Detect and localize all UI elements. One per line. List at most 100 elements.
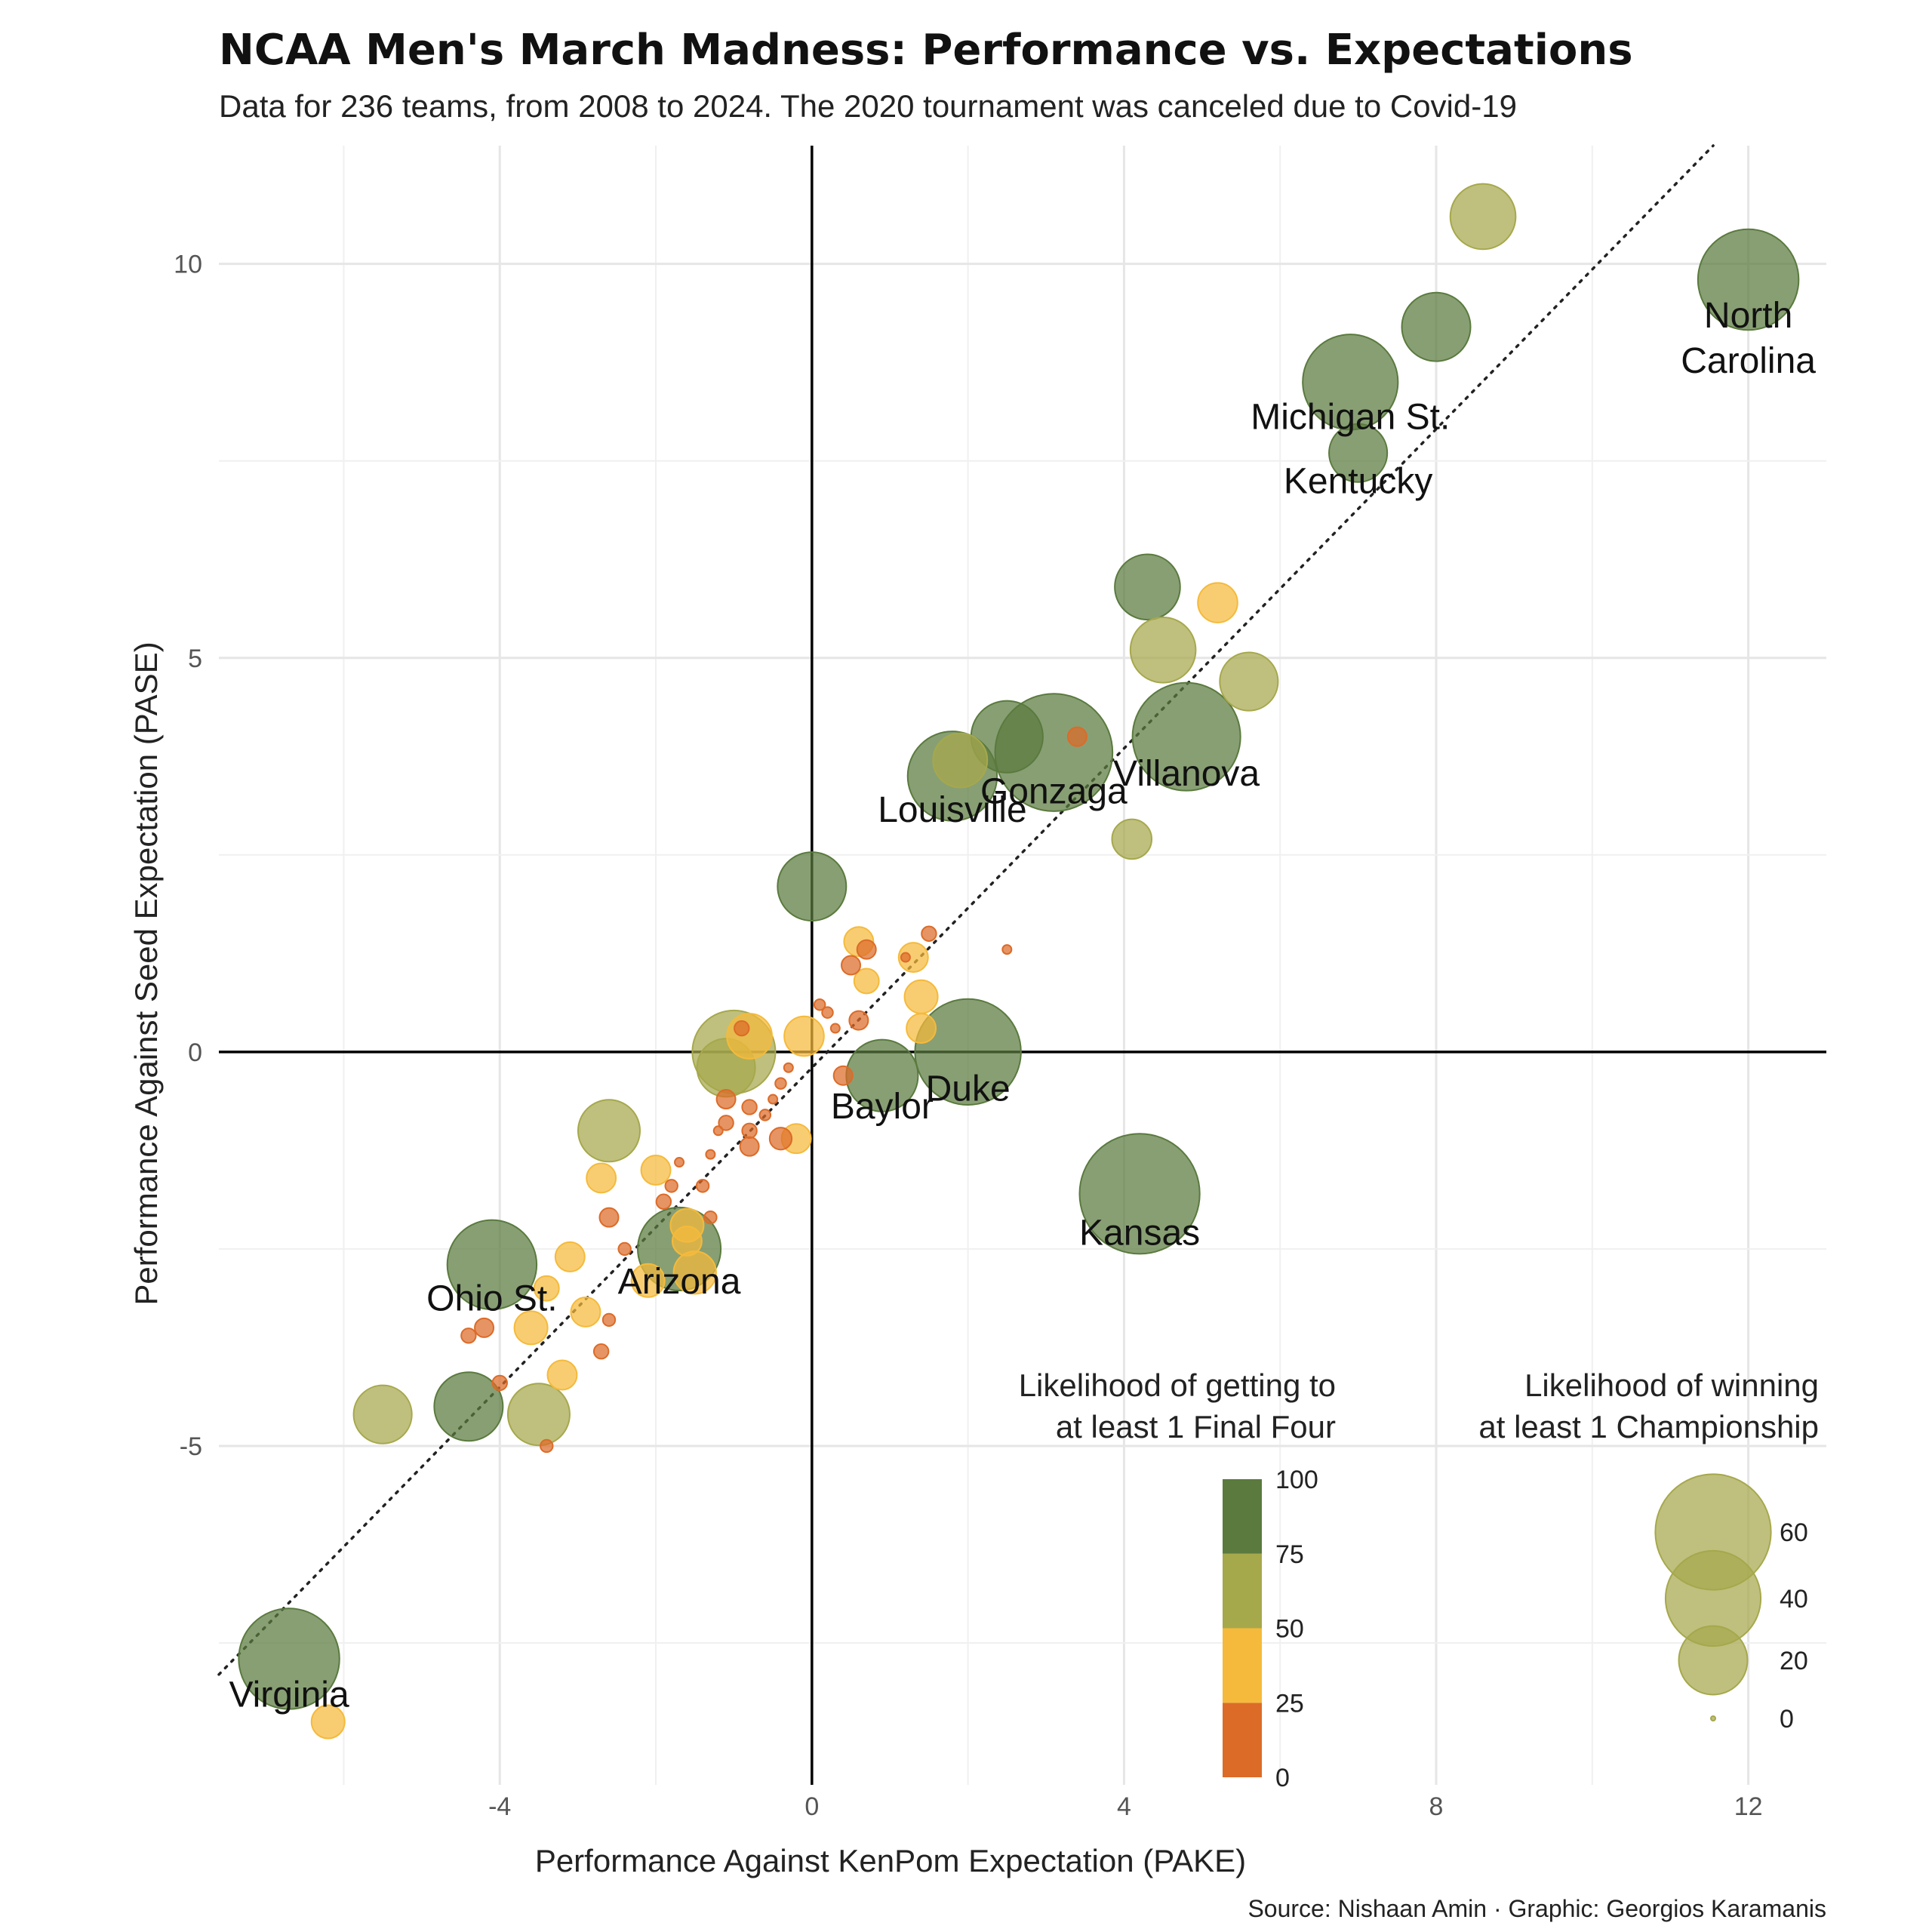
y-tick-labels: -5 0 5 10	[174, 251, 202, 1461]
chart-caption: Source: Nishaan Amin · Graphic: Georgios…	[1247, 1895, 1826, 1922]
y-axis-title: Performance Against Seed Expectation (PA…	[128, 641, 164, 1305]
grid	[219, 146, 1826, 1785]
team-point	[1197, 582, 1238, 623]
size-legend-key	[1678, 1625, 1749, 1696]
color-legend-tick-label: 75	[1275, 1540, 1304, 1569]
color-bar	[1223, 1479, 1262, 1777]
team-point	[821, 1006, 834, 1019]
size-legend-label: 60	[1780, 1518, 1808, 1547]
chart-subtitle: Data for 236 teams, from 2008 to 2024. T…	[219, 88, 1517, 124]
team-point	[914, 998, 1022, 1106]
team-point	[695, 1179, 710, 1193]
team-point	[903, 979, 939, 1014]
team-point	[856, 939, 877, 960]
team-point	[774, 1077, 787, 1090]
team-point	[900, 952, 911, 963]
data-points	[238, 183, 1800, 1740]
x-tick-label: 12	[1734, 1792, 1763, 1821]
team-point	[506, 1383, 571, 1447]
color-bar-segment	[1223, 1703, 1262, 1777]
team-point	[655, 1193, 672, 1210]
size-legend-label: 40	[1780, 1585, 1808, 1614]
team-label: Louisville	[878, 790, 1026, 830]
team-point	[433, 1371, 504, 1442]
team-point	[734, 1020, 750, 1037]
team-point	[777, 851, 848, 922]
color-legend-title-line-1: Likelihood of getting to	[1019, 1367, 1336, 1403]
y-tick-label: 0	[188, 1038, 202, 1067]
team-point	[932, 732, 989, 789]
color-bar-segment	[1223, 1553, 1262, 1629]
team-point	[1697, 228, 1800, 331]
team-point	[897, 942, 929, 974]
team-point	[592, 1343, 610, 1360]
team-point	[554, 1241, 586, 1272]
team-point	[741, 1099, 758, 1115]
team-point	[1066, 726, 1088, 747]
team-point	[533, 1275, 560, 1302]
team-point	[703, 1210, 718, 1225]
size-legend-key	[1710, 1715, 1716, 1721]
team-point	[853, 968, 880, 995]
team-point	[238, 1607, 340, 1710]
team-point	[586, 1162, 617, 1194]
team-label: Kansas	[1079, 1214, 1200, 1254]
size-legend-label: 20	[1780, 1647, 1808, 1675]
team-point	[705, 1149, 716, 1160]
team-point	[848, 1010, 869, 1031]
team-point	[352, 1384, 413, 1444]
team-label: Arizona	[618, 1262, 741, 1302]
team-point	[671, 1226, 703, 1257]
team-point	[1078, 1133, 1201, 1255]
team-point	[1401, 291, 1472, 362]
team-point	[783, 1015, 825, 1057]
size-legend-title-line-2: at least 1 Championship	[1478, 1409, 1819, 1444]
size-legend-label: 0	[1780, 1705, 1794, 1734]
team-point	[712, 1125, 724, 1137]
team-point	[768, 1094, 779, 1105]
team-label: Kentucky	[1284, 462, 1432, 502]
team-label: Baylor	[831, 1087, 934, 1127]
x-tick-labels: -4 0 4 8 12	[488, 1792, 1762, 1821]
color-legend: Likelihood of getting to at least 1 Fina…	[1019, 1367, 1336, 1792]
team-point	[758, 1109, 772, 1121]
team-point	[921, 925, 937, 942]
y-tick-label: -5	[180, 1432, 202, 1461]
team-point	[768, 1127, 793, 1151]
team-point	[310, 1704, 346, 1740]
team-point	[540, 1438, 554, 1454]
team-point	[841, 955, 862, 976]
y-tick-label: 10	[174, 251, 202, 279]
team-point	[491, 1374, 508, 1392]
team-point	[570, 1297, 601, 1327]
team-point	[1131, 681, 1241, 792]
team-point	[598, 1207, 620, 1228]
team-point	[1449, 183, 1517, 251]
x-tick-label: 4	[1117, 1792, 1131, 1821]
team-point	[1129, 617, 1197, 684]
team-point	[630, 1263, 666, 1298]
team-point	[1111, 818, 1153, 860]
color-bar-segment	[1223, 1479, 1262, 1554]
team-label: Virginia	[229, 1675, 349, 1715]
team-point	[718, 1115, 734, 1131]
team-point	[832, 1065, 854, 1086]
team-point	[1219, 651, 1279, 712]
axes	[219, 146, 1826, 1785]
team-point	[664, 1179, 678, 1193]
team-point	[474, 1317, 495, 1338]
team-label: Ohio St.	[426, 1279, 557, 1319]
color-legend-tick-label: 25	[1275, 1689, 1304, 1718]
x-axis-title: Performance Against KenPom Expectation (…	[535, 1843, 1246, 1878]
color-legend-tick-label: 0	[1275, 1764, 1290, 1792]
team-label: Gonzaga	[980, 771, 1128, 811]
team-point	[513, 1310, 549, 1346]
color-bar-segment	[1223, 1628, 1262, 1703]
color-legend-ticks: 0 25 50 75 100	[1262, 1466, 1318, 1792]
color-legend-title-line-2: at least 1 Final Four	[1056, 1409, 1336, 1444]
x-tick-label: 8	[1429, 1792, 1444, 1821]
team-point	[617, 1241, 632, 1257]
team-point	[741, 1122, 758, 1140]
color-legend-tick-label: 100	[1275, 1466, 1318, 1494]
